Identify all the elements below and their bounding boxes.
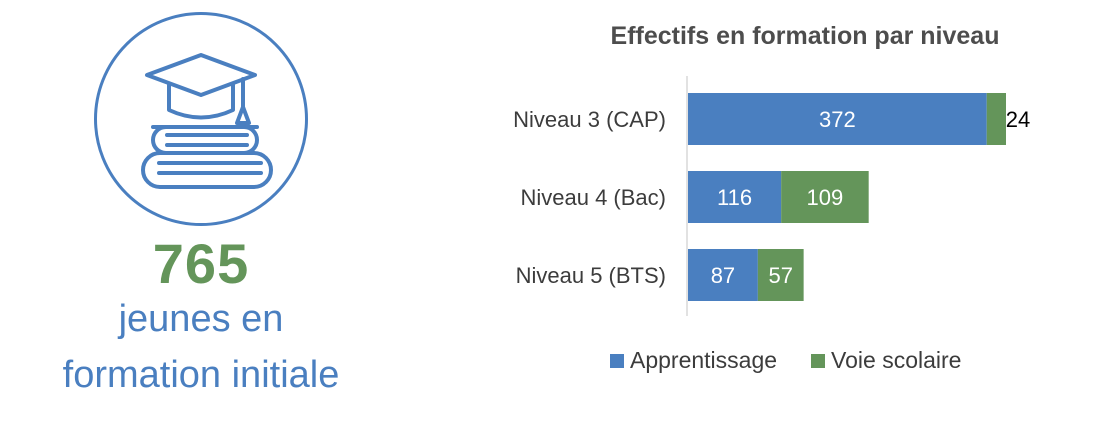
bar-segment-apprentissage [688,249,758,301]
data-label: 57 [769,263,793,288]
bar-segment-voie-scolaire [781,171,869,223]
category-label: Niveau 5 (BTS) [516,263,666,288]
data-label: 372 [819,107,856,132]
data-label: 109 [807,185,844,210]
bar-segment-apprentissage [688,171,782,223]
bar-segment-voie-scolaire [757,249,804,301]
legend-item-apprentissage: Apprentissage [610,347,777,374]
legend-swatch-voie-scolaire [811,353,826,368]
kpi-label-line-1: jeunes en [118,298,284,340]
kpi-icon-circle [94,12,308,226]
kpi-number: 765 [152,232,250,295]
kpi-label-line-2: formation initiale [62,354,340,396]
legend-item-voie-scolaire: Voie scolaire [811,347,961,374]
data-label: 24 [1006,107,1030,132]
data-label: 87 [711,263,735,288]
chart-title: Effectifs en formation par niveau [610,22,1000,50]
legend-swatch-apprentissage [610,353,624,368]
category-label: Niveau 4 (Bac) [520,185,666,210]
bar-segment-voie-scolaire [986,93,1006,145]
legend-label-voie-scolaire: Voie scolaire [831,347,962,373]
data-label: 116 [717,185,752,210]
graduation-cap-books-icon [141,53,273,189]
chart-legend: Apprentissage Voie scolaire [610,347,995,374]
bar-segment-apprentissage [688,93,987,145]
category-label: Niveau 3 (CAP) [513,107,666,132]
legend-label-apprentissage: Apprentissage [630,347,778,373]
